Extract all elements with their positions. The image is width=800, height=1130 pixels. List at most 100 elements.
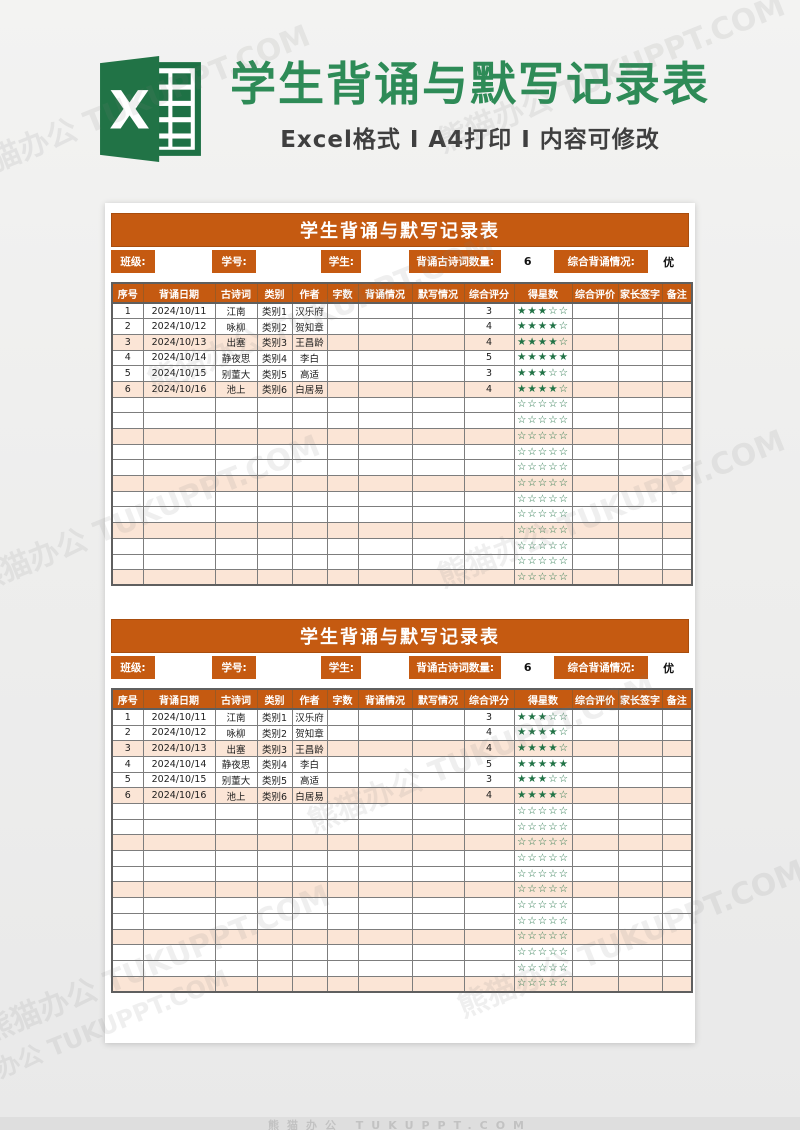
cell-date [142,975,216,993]
cell-dictation [411,803,465,820]
cell-words [326,850,359,867]
field-label: 班级: [111,250,155,273]
table-row: 1 2024/10/11 江南 类别1 汉乐府 3 ★★★☆☆ [111,302,693,320]
cell-no [111,522,144,539]
star-rating: ☆☆☆☆☆ [516,961,570,974]
cell-words [326,569,359,586]
cell-remark [661,459,693,477]
cell-no [111,928,144,946]
cell-dictation [411,865,465,883]
field-value: 6 [523,255,532,268]
cell-recite [357,569,413,586]
field-value: 优 [663,255,675,269]
cell-no [111,412,144,429]
cell-score: 5 [463,349,515,367]
table-row: ☆☆☆☆☆ [111,912,693,930]
template-preview-card: 学生背诵与默写记录表 班级: 学号: 学生: 背诵古诗词数量: 6 综合背诵情况: 优 序号… [105,203,695,1043]
cell-author: 贺知章 [291,724,328,742]
cell-poem [214,818,258,836]
cell-category: 类别1 [256,708,293,726]
cell-score [463,881,515,899]
cell-author [291,881,328,899]
cell-recite [357,459,413,477]
cell-recite [357,365,413,382]
cell-author [291,522,328,539]
cell-evaluation [571,755,619,773]
star-rating: ☆☆☆☆☆ [516,883,570,896]
cell-no [111,396,144,414]
cell-signature [617,459,663,477]
cell-words [326,787,359,804]
cell-date [142,834,216,852]
cell-signature [617,365,663,382]
cell-dictation [411,881,465,899]
cell-signature [617,771,663,789]
cell-author [291,553,328,571]
cell-date [142,569,216,586]
cell-date: 2024/10/12 [142,318,216,335]
cell-author [291,818,328,836]
cell-date [142,944,216,961]
cell-score [463,506,515,524]
cell-score [463,428,515,445]
cell-signature [617,428,663,445]
field-group: 班级: [111,656,212,680]
cell-author [291,850,328,867]
cell-dictation [411,834,465,852]
cell-recite [357,787,413,804]
cell-category: 类别6 [256,787,293,804]
cell-dictation [411,787,465,804]
table-row: ☆☆☆☆☆ [111,928,693,946]
table-row: ☆☆☆☆☆ [111,897,693,914]
cell-evaluation [571,834,619,852]
cell-stars: ☆☆☆☆☆ [513,537,573,555]
cell-poem: 静夜思 [214,755,258,773]
field-value [256,656,321,679]
cell-evaluation [571,302,619,320]
table-row: ☆☆☆☆☆ [111,490,693,508]
cell-words [326,928,359,946]
cell-dictation [411,412,465,429]
cell-evaluation [571,850,619,867]
table-row: 4 2024/10/14 静夜思 类别4 李白 5 ★★★★★ [111,349,693,367]
table-row: ☆☆☆☆☆ [111,412,693,429]
cell-stars: ☆☆☆☆☆ [513,803,573,820]
star-rating: ☆☆☆☆☆ [516,539,570,552]
cell-signature [617,506,663,524]
cell-evaluation [571,380,619,398]
cell-category [256,865,293,883]
cell-no [111,459,144,477]
cell-signature [617,537,663,555]
cell-author [291,506,328,524]
cell-words [326,380,359,398]
cell-evaluation [571,333,619,351]
cell-poem [214,522,258,539]
sheet-section-1: 学生背诵与默写记录表 班级: 学号: 学生: 背诵古诗词数量: 6 综合背诵情况: 优 序号… [111,213,693,587]
cell-score [463,475,515,492]
cell-stars: ☆☆☆☆☆ [513,944,573,961]
cell-evaluation [571,522,619,539]
cell-category [256,569,293,586]
cell-author [291,396,328,414]
cell-score [463,912,515,930]
cell-remark [661,428,693,445]
cell-no [111,975,144,993]
cell-poem: 别董大 [214,365,258,382]
cell-stars: ☆☆☆☆☆ [513,396,573,414]
cell-recite [357,944,413,961]
cell-date [142,506,216,524]
table-row: ☆☆☆☆☆ [111,459,693,477]
cell-recite [357,522,413,539]
cell-poem [214,912,258,930]
field-label: 学号: [212,656,257,680]
cell-evaluation [571,459,619,477]
cell-date: 2024/10/11 [142,708,216,726]
cell-dictation [411,740,465,757]
cell-stars: ☆☆☆☆☆ [513,569,573,586]
cell-poem [214,975,258,993]
cell-signature [617,318,663,335]
star-rating: ☆☆☆☆☆ [516,570,570,583]
cell-no [111,537,144,555]
cell-category: 类别4 [256,349,293,367]
cell-poem [214,850,258,867]
